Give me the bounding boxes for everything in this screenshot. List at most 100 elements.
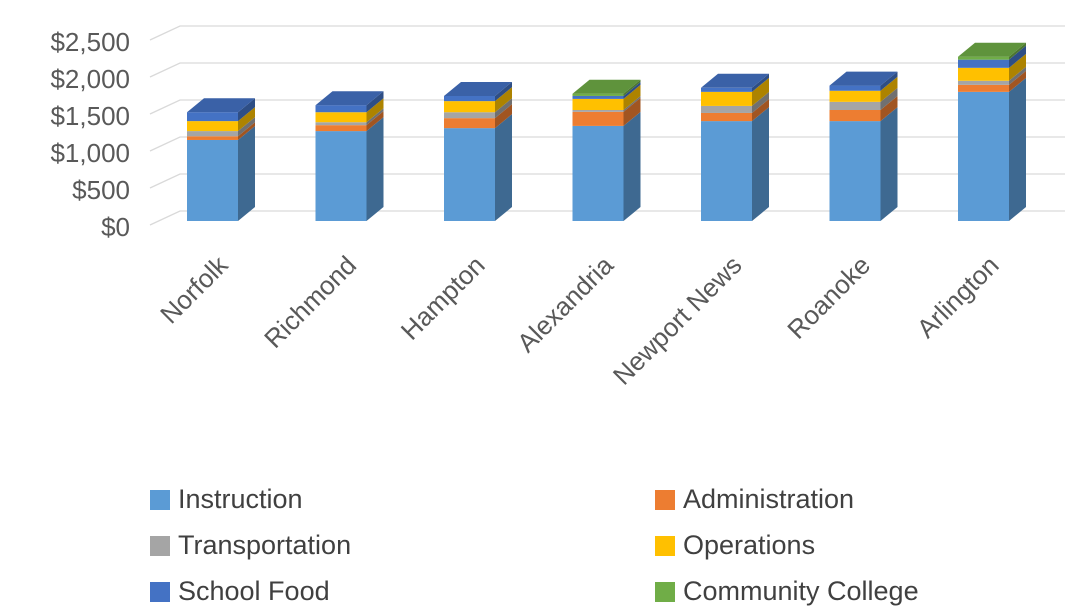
bar-side (623, 96, 641, 112)
bar-segment (958, 91, 1009, 222)
bar-segment (958, 56, 1009, 60)
bar-top (187, 98, 255, 113)
bar-segment (572, 110, 624, 112)
bar-side (1009, 45, 1026, 68)
legend-swatch (655, 490, 675, 510)
bar-segment (444, 128, 495, 221)
bar-side (1009, 70, 1026, 92)
bar-segment (701, 105, 752, 113)
bar-side (880, 76, 898, 102)
legend-swatch (655, 582, 675, 602)
bar-side (752, 77, 769, 106)
x-tick-label: Alexandria (511, 250, 619, 358)
bar-top (572, 79, 641, 94)
bar-segment (829, 90, 881, 102)
legend-label: School Food (178, 576, 330, 606)
bar-side (238, 98, 255, 122)
bar-segment (958, 59, 1009, 68)
bar-side (752, 73, 769, 92)
legend-swatch (150, 536, 170, 556)
bar-side (366, 111, 384, 132)
y-tick-label: $1,500 (50, 101, 130, 131)
grid-line (149, 25, 1065, 41)
x-tick-label: Arlington (911, 250, 1005, 344)
bar-side (366, 117, 384, 221)
bar-segment (187, 121, 238, 132)
bar-side (623, 84, 641, 110)
bar-top (315, 91, 384, 106)
bar-side (1009, 66, 1026, 85)
bar-side (495, 104, 512, 129)
bar-side (623, 111, 641, 221)
y-tick-label: $2,000 (50, 64, 130, 94)
x-tick-label: Norfolk (154, 249, 234, 329)
bar-side (880, 96, 898, 122)
bar-segment (187, 131, 238, 137)
x-tick-label: Hampton (395, 250, 491, 346)
bar-side (880, 107, 898, 221)
bar-segment (572, 125, 624, 221)
bar-segment (958, 84, 1009, 92)
y-tick-label: $500 (72, 175, 130, 205)
legend-label: Operations (683, 530, 815, 560)
bar-segment (444, 101, 495, 113)
bar-side (495, 81, 512, 102)
bar-segment (572, 98, 624, 110)
bar-segment (572, 111, 624, 126)
x-tick-label: Richmond (258, 250, 362, 354)
legend-label: Administration (683, 484, 854, 514)
bar-segment (829, 101, 881, 110)
y-tick-label: $2,500 (50, 27, 130, 57)
bar-segment (444, 95, 495, 102)
bar-segment (958, 67, 1009, 81)
bar-side (366, 98, 384, 123)
bar-side (238, 125, 255, 221)
bar-segment (572, 95, 624, 99)
bar-side (1009, 42, 1026, 60)
bar-side (752, 107, 769, 221)
bar-segment (701, 91, 752, 106)
bar-segment (315, 112, 367, 123)
bar-top (701, 73, 769, 88)
bar-segment (829, 121, 881, 221)
bar-segment (315, 105, 367, 113)
bar-segment (444, 118, 495, 129)
bar-side (752, 91, 769, 113)
bar-side (623, 97, 641, 126)
bar-segment (187, 139, 238, 221)
bar-segment (701, 121, 752, 221)
grid-line (149, 210, 1065, 226)
legend-swatch (150, 490, 170, 510)
legend-label: Community College (683, 576, 919, 606)
bar-segment (315, 131, 367, 221)
bar-side (366, 91, 384, 113)
bar-segment (829, 110, 881, 122)
bar-side (1009, 77, 1026, 222)
bar-segment (701, 112, 752, 122)
bar-side (880, 71, 898, 91)
legend-swatch (150, 582, 170, 602)
bar-segment (701, 87, 752, 92)
bar-side (495, 98, 512, 119)
legend-swatch (655, 536, 675, 556)
bar-segment (444, 112, 495, 119)
bar-side (238, 107, 255, 132)
grid-line (149, 99, 1065, 115)
legend-label: Transportation (178, 530, 351, 560)
bar-side (495, 114, 512, 221)
bar-side (880, 87, 898, 110)
x-tick-label: Roanoke (781, 250, 876, 345)
bar-side (238, 117, 255, 137)
bar-side (238, 122, 255, 140)
bar-side (495, 87, 512, 113)
bar-side (623, 79, 641, 96)
grid-line (149, 136, 1065, 152)
bar-segment (187, 112, 238, 122)
grid-line (149, 62, 1065, 78)
bar-side (752, 98, 769, 122)
bar-segment (315, 125, 367, 132)
grid-line (149, 173, 1065, 189)
bar-top (958, 42, 1026, 57)
bar-segment (187, 136, 238, 140)
